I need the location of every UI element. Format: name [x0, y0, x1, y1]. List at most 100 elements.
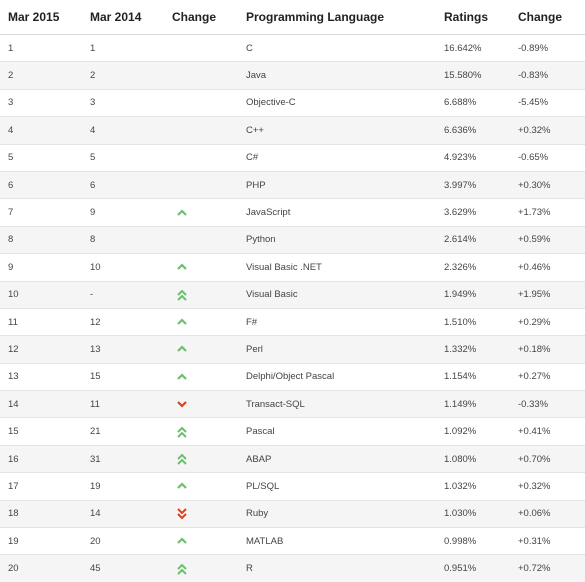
rating-value: 1.030% — [436, 499, 510, 528]
previous-rank: 45 — [82, 554, 164, 582]
language-name: Visual Basic .NET — [238, 253, 436, 282]
table-row: 20 45 R 0.951% +0.72% — [0, 554, 585, 582]
up-icon — [176, 316, 188, 328]
language-name: Python — [238, 225, 436, 254]
up-icon — [176, 535, 188, 547]
double-up-icon — [176, 563, 188, 575]
previous-rank: 5 — [82, 143, 164, 172]
header-rank-change[interactable]: Change — [164, 0, 238, 35]
down-icon — [176, 398, 188, 410]
current-rank: 9 — [0, 253, 82, 282]
double-up-icon — [176, 426, 188, 438]
previous-rank: 19 — [82, 472, 164, 501]
up-icon — [176, 207, 188, 219]
rating-change: +0.46% — [510, 253, 585, 282]
table-row: 2 2 Java 15.580% -0.83% — [0, 61, 585, 90]
rating-change: +0.31% — [510, 527, 585, 555]
up-icon — [176, 371, 188, 383]
language-name: PL/SQL — [238, 472, 436, 501]
rating-value: 1.332% — [436, 335, 510, 364]
rank-change — [164, 61, 238, 90]
rank-change — [164, 472, 238, 501]
current-rank: 12 — [0, 335, 82, 364]
rating-change: +0.70% — [510, 444, 585, 473]
rating-change: +0.59% — [510, 225, 585, 254]
header-current-rank[interactable]: Mar 2015 — [0, 0, 82, 35]
rating-change: +0.27% — [510, 362, 585, 391]
header-rating-change[interactable]: Change — [510, 0, 585, 35]
current-rank: 18 — [0, 499, 82, 528]
rank-change — [164, 225, 238, 254]
current-rank: 5 — [0, 143, 82, 172]
rating-change: +0.30% — [510, 170, 585, 199]
rank-change — [164, 198, 238, 227]
rank-change — [164, 527, 238, 555]
previous-rank: 10 — [82, 253, 164, 282]
rating-value: 3.997% — [436, 170, 510, 199]
rank-change — [164, 499, 238, 528]
rating-change: +0.32% — [510, 472, 585, 501]
rating-value: 3.629% — [436, 198, 510, 227]
rating-change: +1.95% — [510, 280, 585, 309]
rating-value: 1.032% — [436, 472, 510, 501]
up-icon — [176, 343, 188, 355]
rating-value: 4.923% — [436, 143, 510, 172]
rating-value: 1.510% — [436, 307, 510, 336]
current-rank: 7 — [0, 198, 82, 227]
rank-change — [164, 390, 238, 418]
rank-change — [164, 88, 238, 117]
previous-rank: 14 — [82, 499, 164, 528]
rating-value: 6.636% — [436, 116, 510, 145]
rating-value: 1.949% — [436, 280, 510, 309]
header-row: Mar 2015 Mar 2014 Change Programming Lan… — [0, 0, 585, 35]
current-rank: 11 — [0, 307, 82, 336]
previous-rank: - — [82, 280, 164, 309]
header-ratings[interactable]: Ratings — [436, 0, 510, 35]
rank-change — [164, 116, 238, 145]
rank-change — [164, 444, 238, 473]
table-row: 10- Visual Basic 1.949% +1.95% — [0, 280, 585, 309]
language-name: Java — [238, 61, 436, 90]
previous-rank: 31 — [82, 444, 164, 473]
table-row: 8 8 Python 2.614% +0.59% — [0, 225, 585, 254]
header-previous-rank[interactable]: Mar 2014 — [82, 0, 164, 35]
rating-value: 1.154% — [436, 362, 510, 391]
up-icon — [176, 480, 188, 492]
rank-change — [164, 362, 238, 391]
current-rank: 17 — [0, 472, 82, 501]
rank-change — [164, 335, 238, 364]
current-rank: 6 — [0, 170, 82, 199]
double-up-icon — [176, 453, 188, 465]
rating-value: 6.688% — [436, 88, 510, 117]
language-name: PHP — [238, 170, 436, 199]
previous-rank: 21 — [82, 417, 164, 446]
rating-value: 15.580% — [436, 61, 510, 90]
language-name: Visual Basic — [238, 280, 436, 309]
rank-change — [164, 143, 238, 172]
previous-rank: 11 — [82, 390, 164, 418]
rating-value: 2.326% — [436, 253, 510, 282]
previous-rank: 9 — [82, 198, 164, 227]
table-row: 19 20 MATLAB 0.998% +0.31% — [0, 527, 585, 555]
current-rank: 2 — [0, 61, 82, 90]
current-rank: 20 — [0, 554, 82, 582]
rating-value: 0.998% — [436, 527, 510, 555]
rank-change — [164, 554, 238, 582]
language-name: F# — [238, 307, 436, 336]
table-row: 9 10 Visual Basic .NET 2.326% +0.46% — [0, 253, 585, 282]
table-row: 16 31 ABAP 1.080% +0.70% — [0, 444, 585, 473]
table-row: 11 12 F# 1.510% +0.29% — [0, 307, 585, 336]
language-name: ABAP — [238, 444, 436, 473]
previous-rank: 4 — [82, 116, 164, 145]
current-rank: 1 — [0, 33, 82, 62]
table-row: 17 19 PL/SQL 1.032% +0.32% — [0, 472, 585, 501]
header-language[interactable]: Programming Language — [238, 0, 436, 35]
rating-value: 1.080% — [436, 444, 510, 473]
language-name: Pascal — [238, 417, 436, 446]
language-name: C++ — [238, 116, 436, 145]
current-rank: 4 — [0, 116, 82, 145]
previous-rank: 8 — [82, 225, 164, 254]
table-row: 15 21 Pascal 1.092% +0.41% — [0, 417, 585, 446]
previous-rank: 6 — [82, 170, 164, 199]
